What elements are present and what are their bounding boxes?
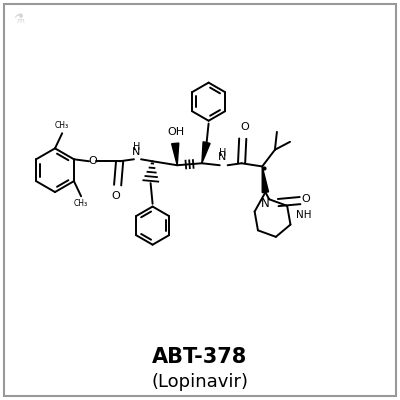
Text: OH: OH — [168, 127, 185, 137]
Text: O: O — [240, 122, 249, 132]
Text: H: H — [219, 148, 226, 158]
Polygon shape — [202, 142, 210, 163]
Text: N: N — [218, 152, 227, 162]
Text: (Lopinavir): (Lopinavir) — [152, 373, 248, 391]
Text: O: O — [302, 194, 310, 204]
Text: O: O — [111, 191, 120, 201]
Polygon shape — [262, 166, 268, 193]
Text: CH₃: CH₃ — [74, 199, 88, 208]
Text: ABT-378: ABT-378 — [152, 347, 248, 367]
Polygon shape — [172, 143, 179, 165]
Text: N: N — [261, 197, 270, 210]
Text: CH₃: CH₃ — [55, 122, 69, 130]
Text: NH: NH — [296, 210, 312, 220]
Text: ⚗: ⚗ — [14, 13, 25, 26]
Text: N: N — [132, 146, 140, 156]
Text: O: O — [88, 156, 97, 166]
Text: H: H — [133, 142, 140, 152]
